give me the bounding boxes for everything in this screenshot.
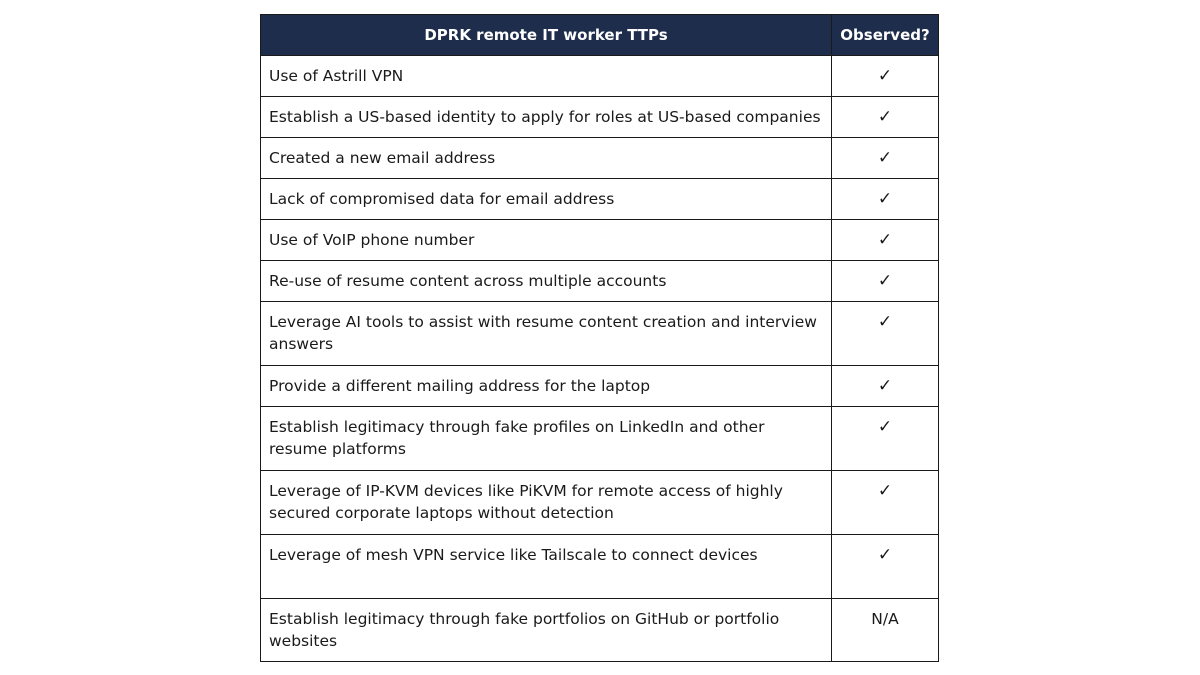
observed-cell: ✓ bbox=[831, 365, 939, 407]
ttp-cell: Establish legitimacy through fake profil… bbox=[260, 406, 832, 471]
check-mark: ✓ bbox=[877, 545, 893, 565]
check-mark: ✓ bbox=[877, 148, 893, 168]
ttp-table: DPRK remote IT worker TTPs Observed? Use… bbox=[260, 14, 939, 662]
check-mark: ✓ bbox=[877, 271, 893, 291]
table-row: Lack of compromised data for email addre… bbox=[260, 178, 939, 220]
table-row: Re-use of resume content across multiple… bbox=[260, 260, 939, 302]
table-row: Establish legitimacy through fake profil… bbox=[260, 406, 939, 471]
header-ttp: DPRK remote IT worker TTPs bbox=[260, 14, 832, 56]
table-row: Leverage of IP-KVM devices like PiKVM fo… bbox=[260, 470, 939, 535]
check-mark: ✓ bbox=[877, 312, 893, 332]
observed-cell: ✓ bbox=[831, 178, 939, 220]
check-mark: ✓ bbox=[877, 66, 893, 86]
ttp-cell: Provide a different mailing address for … bbox=[260, 365, 832, 407]
ttp-cell: Lack of compromised data for email addre… bbox=[260, 178, 832, 220]
table-row: Provide a different mailing address for … bbox=[260, 365, 939, 407]
ttp-cell: Created a new email address bbox=[260, 137, 832, 179]
ttp-cell: Establish legitimacy through fake portfo… bbox=[260, 598, 832, 662]
observed-cell: N/A bbox=[831, 598, 939, 662]
table-row: Leverage AI tools to assist with resume … bbox=[260, 301, 939, 366]
table-row: Created a new email address ✓ bbox=[260, 137, 939, 179]
observed-cell: ✓ bbox=[831, 406, 939, 471]
ttp-table-container: DPRK remote IT worker TTPs Observed? Use… bbox=[260, 14, 939, 662]
ttp-cell: Use of Astrill VPN bbox=[260, 55, 832, 97]
check-mark: ✓ bbox=[877, 189, 893, 209]
observed-cell: ✓ bbox=[831, 534, 939, 599]
ttp-cell: Leverage of mesh VPN service like Tailsc… bbox=[260, 534, 832, 599]
check-mark: ✓ bbox=[877, 230, 893, 250]
ttp-cell: Leverage of IP-KVM devices like PiKVM fo… bbox=[260, 470, 832, 535]
table-row: Use of Astrill VPN ✓ bbox=[260, 55, 939, 97]
table-header-row: DPRK remote IT worker TTPs Observed? bbox=[260, 14, 939, 56]
ttp-cell: Re-use of resume content across multiple… bbox=[260, 260, 832, 302]
observed-cell: ✓ bbox=[831, 55, 939, 97]
table-row: Use of VoIP phone number ✓ bbox=[260, 219, 939, 261]
check-mark: ✓ bbox=[877, 376, 893, 396]
na-label: N/A bbox=[871, 610, 899, 628]
observed-cell: ✓ bbox=[831, 137, 939, 179]
table-row: Establish legitimacy through fake portfo… bbox=[260, 598, 939, 662]
check-mark: ✓ bbox=[877, 417, 893, 437]
ttp-cell: Use of VoIP phone number bbox=[260, 219, 832, 261]
check-mark: ✓ bbox=[877, 107, 893, 127]
observed-cell: ✓ bbox=[831, 260, 939, 302]
ttp-cell: Leverage AI tools to assist with resume … bbox=[260, 301, 832, 366]
observed-cell: ✓ bbox=[831, 96, 939, 138]
table-row: Establish a US-based identity to apply f… bbox=[260, 96, 939, 138]
table-row: Leverage of mesh VPN service like Tailsc… bbox=[260, 534, 939, 599]
header-observed: Observed? bbox=[831, 14, 939, 56]
observed-cell: ✓ bbox=[831, 301, 939, 366]
check-mark: ✓ bbox=[877, 481, 893, 501]
ttp-cell: Establish a US-based identity to apply f… bbox=[260, 96, 832, 138]
observed-cell: ✓ bbox=[831, 470, 939, 535]
observed-cell: ✓ bbox=[831, 219, 939, 261]
